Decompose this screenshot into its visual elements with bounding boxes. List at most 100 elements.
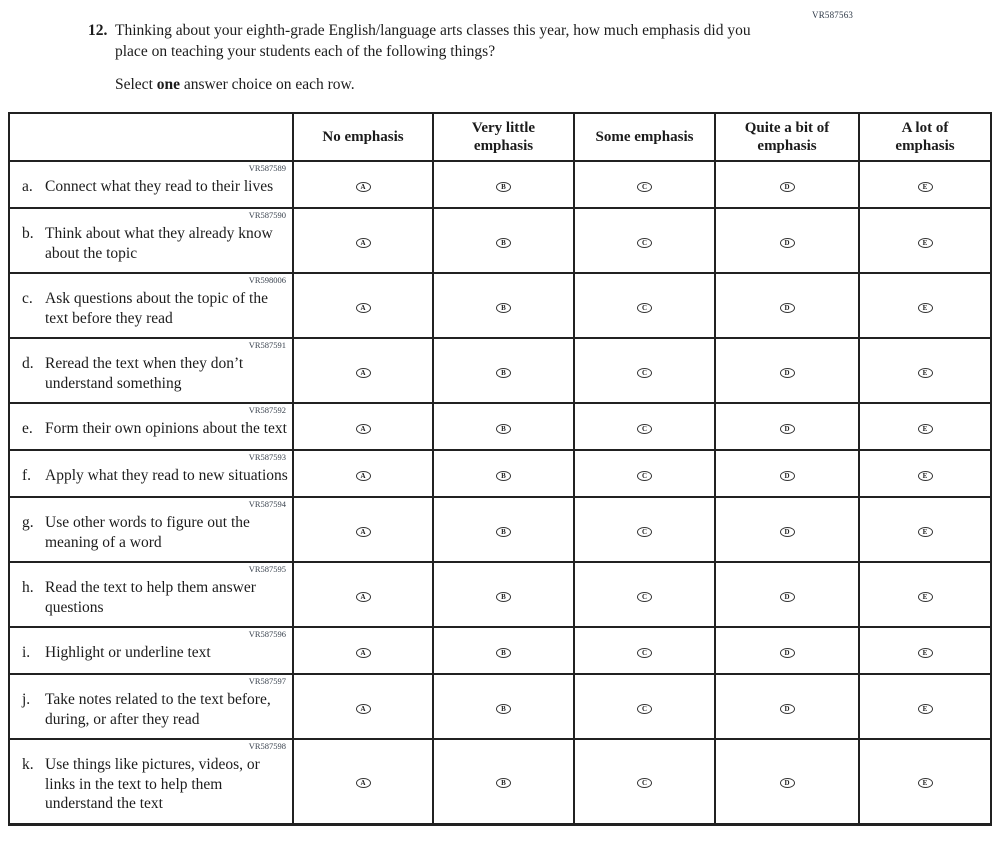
option-cell: E [858,337,992,404]
option-cell: D [714,402,860,451]
option-bubble-d[interactable]: D [779,470,795,481]
option-bubble-e[interactable]: E [917,181,933,192]
option-bubble-a[interactable]: A [355,237,371,248]
option-bubble-c[interactable]: C [637,778,652,789]
option-bubble-d[interactable]: D [779,367,795,378]
option-cell: D [714,160,860,209]
option-bubble-b[interactable]: B [496,703,511,714]
option-bubble-d[interactable]: D [779,237,795,248]
option-bubble-c[interactable]: C [637,526,652,537]
option-cell: E [858,673,992,740]
option-bubble-c[interactable]: C [637,647,652,658]
row-code: VR587589 [248,163,286,173]
option-bubble-c[interactable]: C [637,703,652,714]
option-bubble-b[interactable]: B [496,237,511,248]
row-code: VR587598 [248,741,286,751]
option-bubble-b[interactable]: B [496,526,511,537]
option-bubble-a[interactable]: A [355,423,371,434]
column-header-quite-a-bit-of-emphasis: Quite a bit of emphasis [714,112,860,162]
option-bubble-d[interactable]: D [779,302,795,313]
option-cell: A [292,160,434,209]
option-bubble-e[interactable]: E [917,591,933,602]
option-cell: E [858,561,992,628]
option-bubble-e[interactable]: E [917,778,933,789]
option-cell: C [573,449,716,498]
table-row: VR587593 f. Apply what they read to new … [8,449,992,498]
row-code: VR587597 [248,676,286,686]
row-text: Use other words to figure out the meanin… [45,514,250,551]
option-bubble-b[interactable]: B [496,591,511,602]
option-bubble-c[interactable]: C [637,367,652,378]
option-bubble-c[interactable]: C [637,423,652,434]
row-letter: i. [22,644,31,661]
option-bubble-a[interactable]: A [355,778,371,789]
row-label-cell: VR587592 e. Form their own opinions abou… [8,402,294,451]
option-cell: A [292,626,434,675]
option-bubble-e[interactable]: E [917,526,933,537]
option-cell: E [858,402,992,451]
option-bubble-a[interactable]: A [355,591,371,602]
option-bubble-a[interactable]: A [355,302,371,313]
option-bubble-d[interactable]: D [779,181,795,192]
row-letter: f. [22,467,32,484]
option-bubble-b[interactable]: B [496,647,511,658]
option-cell: A [292,561,434,628]
option-bubble-b[interactable]: B [496,423,511,434]
option-cell: D [714,337,860,404]
option-bubble-c[interactable]: C [637,181,652,192]
question-number: 12. [88,22,108,39]
option-cell: C [573,207,716,274]
row-text: Highlight or underline text [45,644,211,661]
option-bubble-c[interactable]: C [637,302,652,313]
option-cell: B [432,449,575,498]
question-block: 12. Thinking about your eighth-grade Eng… [0,0,995,95]
option-bubble-c[interactable]: C [637,591,652,602]
option-bubble-e[interactable]: E [917,302,933,313]
row-code: VR587594 [248,499,286,509]
row-code: VR587595 [248,564,286,574]
option-bubble-e[interactable]: E [917,470,933,481]
option-cell: B [432,402,575,451]
option-bubble-c[interactable]: C [637,237,652,248]
option-bubble-e[interactable]: E [917,647,933,658]
option-bubble-e[interactable]: E [917,237,933,248]
row-label-cell: VR587598 k. Use things like pictures, vi… [8,738,294,825]
option-bubble-a[interactable]: A [355,703,371,714]
option-cell: E [858,449,992,498]
table-row: VR587594 g. Use other words to figure ou… [8,496,992,563]
row-label: a. Connect what they read to their lives [18,177,288,197]
option-bubble-a[interactable]: A [355,470,371,481]
option-bubble-e[interactable]: E [917,367,933,378]
option-bubble-b[interactable]: B [496,367,511,378]
option-bubble-b[interactable]: B [496,302,511,313]
option-bubble-b[interactable]: B [496,778,511,789]
row-text: Ask questions about the topic of the tex… [45,290,268,327]
option-bubble-d[interactable]: D [779,526,795,537]
option-bubble-b[interactable]: B [496,470,511,481]
row-text: Connect what they read to their lives [45,178,274,195]
option-bubble-a[interactable]: A [355,181,371,192]
option-cell: D [714,738,860,825]
option-cell: C [573,738,716,825]
option-bubble-e[interactable]: E [917,703,933,714]
option-bubble-a[interactable]: A [355,526,371,537]
option-bubble-b[interactable]: B [496,181,511,192]
option-bubble-d[interactable]: D [779,703,795,714]
option-bubble-d[interactable]: D [779,591,795,602]
option-bubble-a[interactable]: A [355,647,371,658]
row-label: h. Read the text to help them answer que… [18,578,288,617]
option-bubble-c[interactable]: C [637,470,652,481]
option-cell: C [573,402,716,451]
option-cell: C [573,626,716,675]
option-cell: A [292,337,434,404]
option-bubble-d[interactable]: D [779,778,795,789]
option-bubble-a[interactable]: A [355,367,371,378]
row-code: VR587596 [248,629,286,639]
option-bubble-e[interactable]: E [917,423,933,434]
option-cell: D [714,626,860,675]
option-bubble-d[interactable]: D [779,647,795,658]
row-code: VR598006 [248,275,286,285]
column-header-no-emphasis: No emphasis [292,112,434,162]
option-bubble-d[interactable]: D [779,423,795,434]
